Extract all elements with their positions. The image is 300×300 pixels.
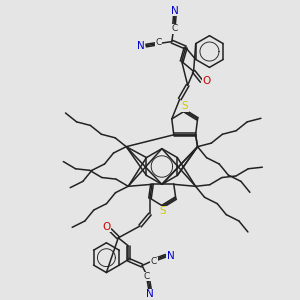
Text: C: C xyxy=(144,272,150,281)
Text: N: N xyxy=(137,40,145,51)
Text: O: O xyxy=(202,76,211,86)
Text: C: C xyxy=(151,257,157,266)
Text: N: N xyxy=(167,251,175,261)
Text: N: N xyxy=(146,289,154,299)
Text: O: O xyxy=(102,222,110,232)
Text: S: S xyxy=(160,206,166,216)
Text: C: C xyxy=(172,24,178,33)
Text: S: S xyxy=(182,101,188,111)
Text: N: N xyxy=(171,6,179,16)
Text: C: C xyxy=(156,38,162,47)
